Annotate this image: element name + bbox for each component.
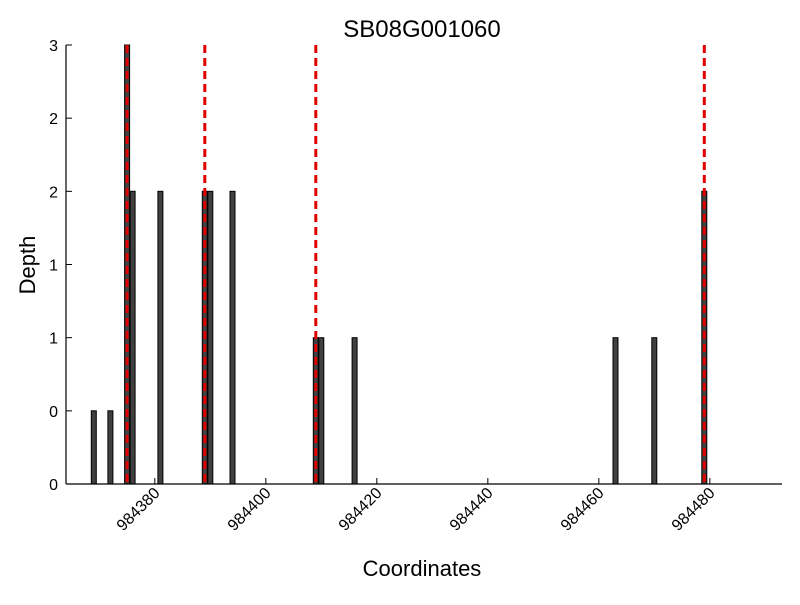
axes-layer [65,45,782,485]
x-tick-label: 984420 [336,485,386,535]
bars-layer [90,44,708,485]
x-tick-label: 984460 [558,485,608,535]
x-tick-label: 984480 [669,485,719,535]
data-bar [612,337,619,485]
x-tick-label: 984380 [114,485,164,535]
y-tick-label: 2 [49,184,58,201]
x-tick-label: 984440 [447,485,497,535]
data-bar [107,410,114,485]
data-bar [318,337,325,485]
x-tick-label: 984400 [225,485,275,535]
data-bar [207,190,214,485]
chart-title: SB08G001060 [343,16,500,43]
x-axis-title: Coordinates [363,556,482,581]
data-bar [351,337,358,485]
data-bar [229,190,236,485]
data-bar [129,190,136,485]
y-tick-label: 1 [49,331,58,348]
y-tick-label: 2 [49,111,58,128]
marker-lines-layer [125,45,706,484]
y-axis-title: Depth [15,236,40,295]
data-bar [157,190,164,485]
y-tick-label: 0 [49,404,58,421]
y-tick-label: 0 [49,477,58,494]
data-bar [651,337,658,485]
y-tick-label: 3 [49,38,58,55]
data-bar [90,410,97,485]
y-tick-label: 1 [49,258,58,275]
